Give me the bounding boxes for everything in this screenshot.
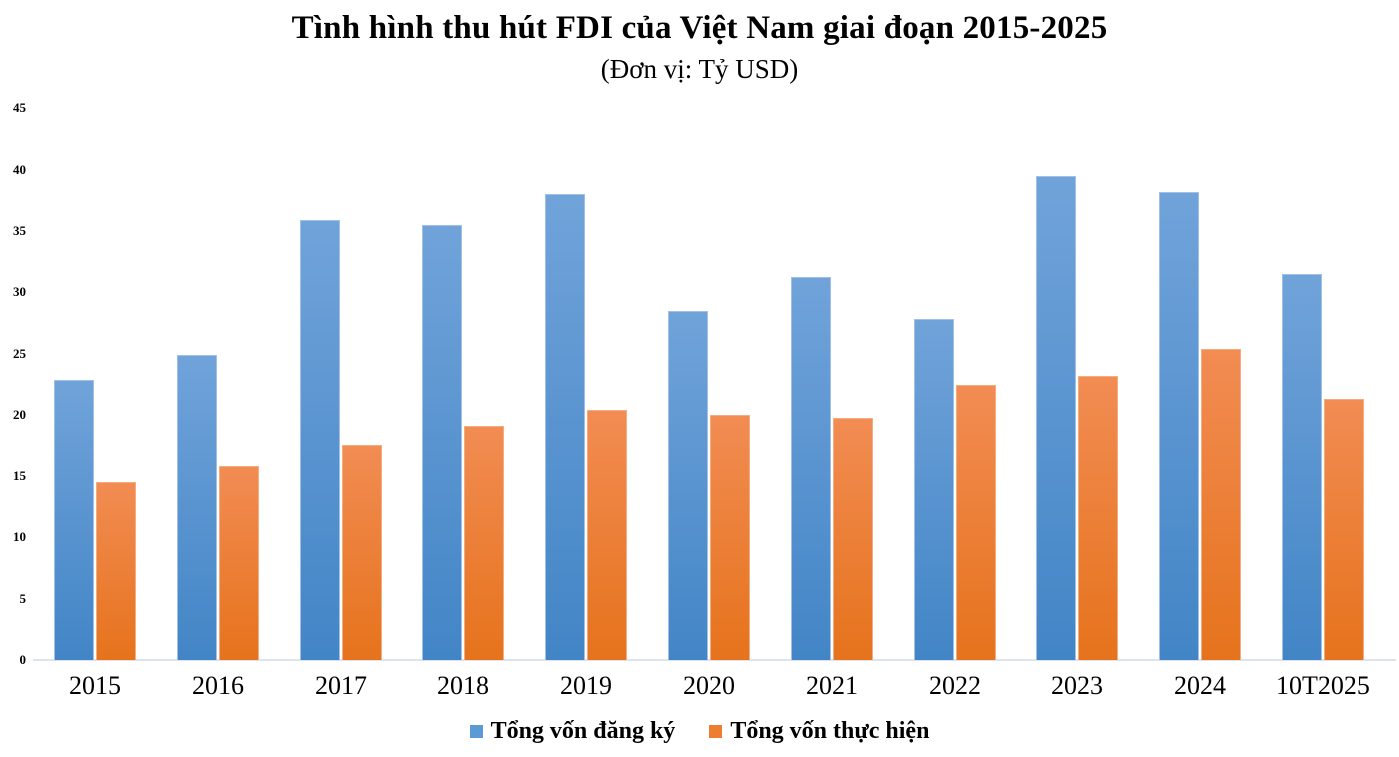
bar-implemented bbox=[587, 410, 627, 660]
x-axis-label: 2022 bbox=[929, 671, 981, 700]
bar-registered bbox=[791, 277, 831, 660]
bar-registered bbox=[1036, 176, 1076, 660]
legend-label-registered: Tổng vốn đăng ký bbox=[490, 718, 676, 744]
x-axis-label: 2017 bbox=[315, 671, 367, 700]
legend-swatch-implemented-icon bbox=[709, 725, 723, 738]
bar-implemented bbox=[219, 466, 259, 660]
x-axis-label: 10T2025 bbox=[1276, 671, 1370, 700]
y-axis-label: 30 bbox=[13, 284, 26, 300]
y-axis-label: 35 bbox=[13, 222, 26, 238]
chart-subtitle: (Đơn vị: Tỷ USD) bbox=[600, 54, 799, 84]
bar-registered bbox=[422, 225, 462, 660]
y-axis-label: 5 bbox=[19, 590, 27, 606]
y-axis-label: 10 bbox=[13, 529, 26, 545]
bar-registered bbox=[177, 355, 217, 660]
bar-implemented bbox=[833, 418, 873, 660]
y-axis-label: 45 bbox=[13, 100, 26, 116]
bar-registered bbox=[1282, 274, 1322, 660]
x-axis-label: 2021 bbox=[806, 671, 858, 700]
legend-item-registered: Tổng vốn đăng ký bbox=[469, 718, 676, 745]
x-axis-label: 2020 bbox=[683, 671, 735, 700]
x-axis-label: 2023 bbox=[1051, 671, 1103, 700]
bar-registered bbox=[54, 380, 94, 660]
x-axis-label: 2024 bbox=[1174, 671, 1226, 700]
bar-implemented bbox=[464, 426, 504, 660]
y-axis-label: 40 bbox=[13, 161, 26, 177]
bar-implemented bbox=[956, 385, 996, 660]
bar-registered bbox=[914, 319, 954, 660]
legend: Tổng vốn đăng ký Tổng vốn thực hiện bbox=[0, 718, 1399, 745]
bar-implemented bbox=[710, 415, 750, 660]
y-axis-label: 20 bbox=[13, 406, 26, 422]
bar-implemented bbox=[342, 445, 382, 660]
bar-implemented bbox=[1201, 349, 1241, 660]
bar-implemented bbox=[96, 482, 136, 660]
legend-label-implemented: Tổng vốn thực hiện bbox=[730, 718, 930, 744]
x-axis-label: 2016 bbox=[192, 671, 244, 700]
bar-implemented bbox=[1324, 399, 1364, 660]
legend-item-implemented: Tổng vốn thực hiện bbox=[709, 718, 929, 745]
x-axis-baseline bbox=[33, 659, 1396, 661]
chart-title: Tình hình thu hút FDI của Việt Nam giai … bbox=[291, 10, 1108, 46]
bar-registered bbox=[1159, 192, 1199, 660]
x-axis-label: 2019 bbox=[560, 671, 612, 700]
y-axis-label: 15 bbox=[13, 468, 26, 484]
y-axis-label: 25 bbox=[13, 345, 26, 361]
y-axis-label: 0 bbox=[19, 652, 27, 667]
x-axis-label: 2018 bbox=[437, 671, 489, 700]
bar-registered bbox=[545, 194, 585, 660]
bar-registered bbox=[668, 311, 708, 660]
x-axis-label: 2015 bbox=[69, 671, 121, 700]
bar-registered bbox=[300, 220, 340, 660]
legend-swatch-registered-icon bbox=[469, 725, 483, 738]
bar-implemented bbox=[1078, 376, 1118, 660]
